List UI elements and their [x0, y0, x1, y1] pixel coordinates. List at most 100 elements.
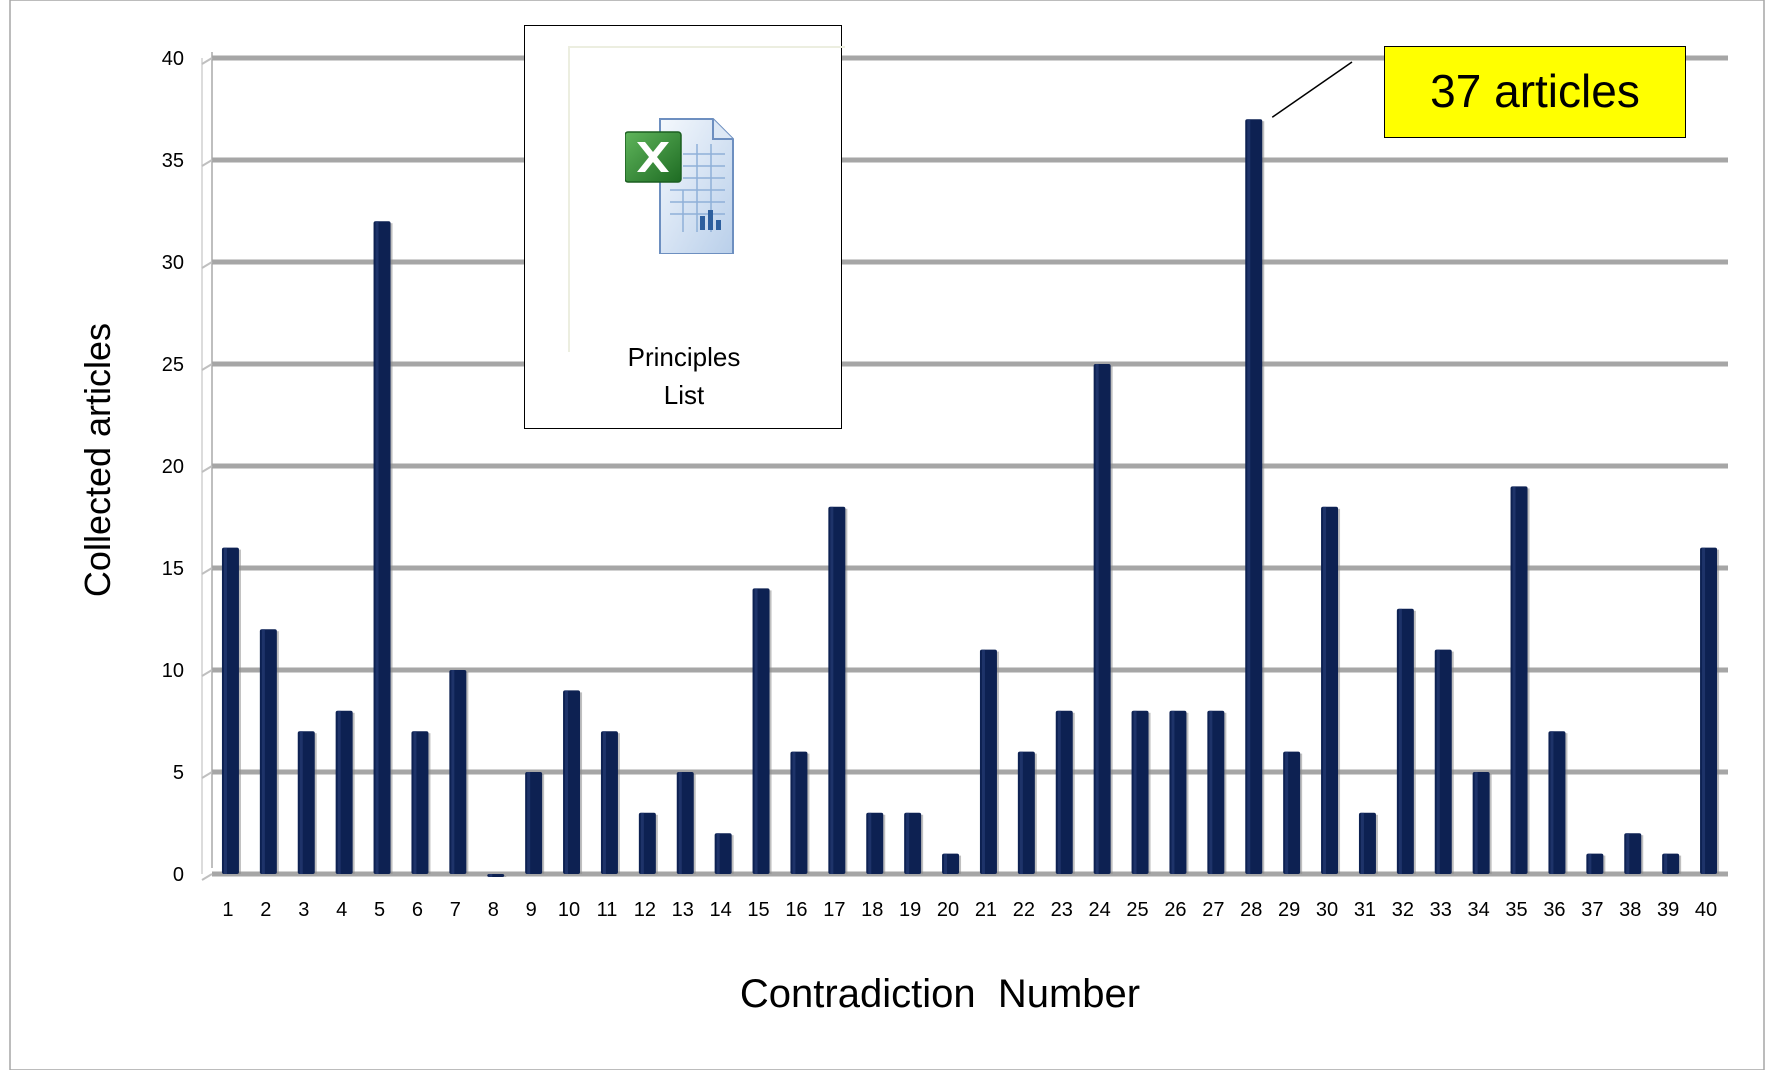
x-tick-label: 30 [1316, 899, 1338, 921]
bar-highlight [565, 690, 569, 874]
gridline-depth-40 [201, 57, 213, 65]
x-tick-label: 4 [336, 899, 347, 921]
y-tick-label: 5 [173, 762, 184, 784]
x-tick-label: 38 [1619, 899, 1641, 921]
x-tick-label: 9 [526, 899, 537, 921]
y-tick-label: 35 [162, 150, 184, 172]
x-tick-label: 26 [1164, 899, 1186, 921]
x-tick-label: 8 [488, 899, 499, 921]
embedded-excel-object[interactable]: Principles List [524, 25, 845, 429]
bar-highlight [1512, 486, 1516, 874]
excel-file-icon [625, 118, 734, 254]
x-tick-label: 22 [1013, 899, 1035, 921]
x-tick-label: 13 [672, 899, 694, 921]
object-label-line-1: Principles [627, 342, 741, 372]
bar-highlight [1588, 853, 1592, 874]
bar-highlight [1133, 710, 1137, 874]
object-label-line-2: List [663, 380, 705, 410]
bar-highlight [868, 812, 872, 874]
bar-highlight [1436, 649, 1440, 874]
x-tick-label: 40 [1695, 899, 1717, 921]
x-tick-label: 19 [899, 899, 921, 921]
bar-highlight [1550, 731, 1554, 874]
x-tick-label: 14 [710, 899, 732, 921]
bar-highlight [375, 221, 379, 874]
bar-highlight [1171, 710, 1175, 874]
bar-highlight [906, 812, 910, 874]
gridline-depth-15 [201, 567, 213, 575]
x-axis-title: Contradiction Number [740, 972, 1140, 1016]
bar-highlight [1285, 751, 1289, 874]
y-tick-label: 20 [162, 456, 184, 478]
y-tick-label: 30 [162, 252, 184, 274]
bars [221, 119, 1720, 877]
bar-shadow [501, 876, 507, 877]
x-tick-label: 1 [222, 899, 233, 921]
x-tick-label: 27 [1202, 899, 1224, 921]
callout-label: 37 articles [1384, 46, 1686, 138]
y-tick-label: 0 [173, 864, 184, 886]
x-tick-label: 18 [861, 899, 883, 921]
x-tick-label: 29 [1278, 899, 1300, 921]
x-tick-label: 34 [1468, 899, 1490, 921]
gridline-depth-20 [201, 465, 213, 473]
x-tick-label: 5 [374, 899, 385, 921]
x-tick-label: 35 [1505, 899, 1527, 921]
x-tick-label: 20 [937, 899, 959, 921]
gridline-depth-0 [201, 873, 213, 881]
bar-highlight [223, 547, 227, 874]
gridline-depth-30 [201, 261, 213, 269]
bar-highlight [1019, 751, 1023, 874]
x-tick-label: 15 [747, 899, 769, 921]
x-tick-label: 7 [450, 899, 461, 921]
gridline-depth-35 [201, 159, 213, 167]
bar-highlight [261, 629, 265, 874]
x-tick-label: 12 [634, 899, 656, 921]
x-tick-label: 32 [1392, 899, 1414, 921]
gridline-depth-25 [201, 363, 213, 371]
y-axis-title: Collected articles [77, 323, 118, 597]
bar-highlight [716, 833, 720, 874]
y-tick-label: 10 [162, 660, 184, 682]
gridline-depth-5 [201, 771, 213, 779]
bar-highlight [944, 853, 948, 874]
bar-highlight [792, 751, 796, 874]
gridline-depth-10 [201, 669, 213, 677]
bar-highlight [981, 649, 985, 874]
bar-highlight [640, 812, 644, 874]
bar-highlight [1209, 710, 1213, 874]
x-tick-label: 33 [1430, 899, 1452, 921]
x-tick-label: 31 [1354, 899, 1376, 921]
bar-highlight [830, 506, 834, 874]
bar-highlight [678, 772, 682, 874]
x-tick-label: 10 [558, 899, 580, 921]
bar-highlight [1626, 833, 1630, 874]
bar-highlight [451, 670, 455, 874]
bar-highlight [1664, 853, 1668, 874]
bar-highlight [1095, 364, 1099, 874]
bar-highlight [489, 874, 493, 877]
bar-highlight [299, 731, 303, 874]
bar-highlight [1057, 710, 1061, 874]
bar-highlight [602, 731, 606, 874]
x-tick-label: 24 [1089, 899, 1111, 921]
bar-highlight [1247, 119, 1251, 874]
x-tick-label: 2 [260, 899, 271, 921]
bar-highlight [1360, 812, 1364, 874]
x-tick-label: 37 [1581, 899, 1603, 921]
object-label: Principles List [525, 338, 843, 414]
x-tick-label: 16 [785, 899, 807, 921]
x-tick-label: 6 [412, 899, 423, 921]
bar-highlight [527, 772, 531, 874]
x-tick-label: 36 [1543, 899, 1565, 921]
object-frame [568, 46, 845, 352]
x-tick-label: 3 [298, 899, 309, 921]
y-tick-label: 40 [162, 48, 184, 70]
x-tick-label: 11 [597, 899, 618, 921]
x-tick-label: 28 [1240, 899, 1262, 921]
y-tick-label: 15 [162, 558, 184, 580]
bar-highlight [1323, 506, 1327, 874]
